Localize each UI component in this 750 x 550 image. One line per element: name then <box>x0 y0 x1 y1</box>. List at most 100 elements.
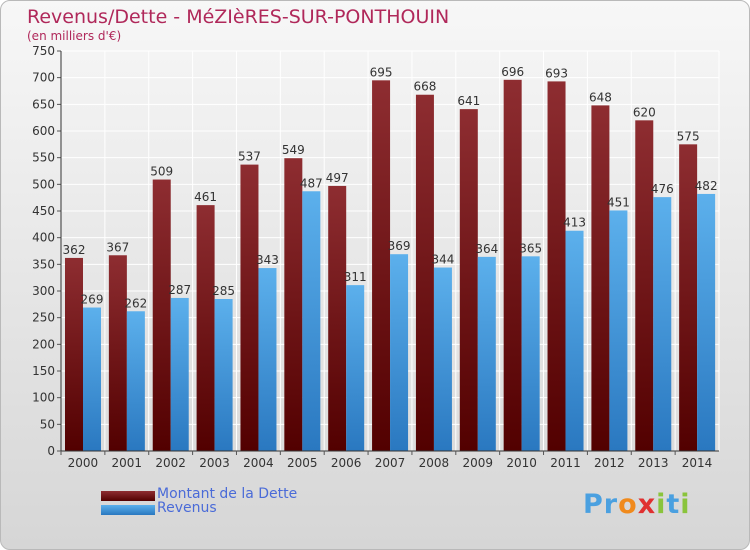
data-label-revenus: 343 <box>256 253 279 267</box>
bar-revenus <box>477 256 496 451</box>
x-tick-label: 2008 <box>419 456 450 470</box>
data-label-revenus: 344 <box>431 253 454 267</box>
y-tick-label: 200 <box>32 337 55 351</box>
data-label-dette: 367 <box>106 240 129 254</box>
y-tick-label: 350 <box>32 257 55 271</box>
bar-revenus <box>302 191 321 451</box>
x-tick-label: 2011 <box>550 456 581 470</box>
bar-dette <box>240 164 259 451</box>
bar-dette <box>459 109 478 451</box>
x-tick-label: 2007 <box>375 456 406 470</box>
data-label-dette: 497 <box>326 171 349 185</box>
y-tick-label: 150 <box>32 364 55 378</box>
x-tick-label: 2003 <box>199 456 230 470</box>
data-label-revenus: 369 <box>388 239 411 253</box>
data-label-dette: 620 <box>633 105 656 119</box>
data-label-dette: 362 <box>63 243 86 257</box>
bar-dette <box>328 185 347 451</box>
bar-dette <box>635 120 654 451</box>
bar-dette <box>503 79 522 452</box>
logo-letter: i <box>656 489 667 520</box>
bar-dette <box>547 81 566 452</box>
bar-revenus <box>214 299 233 451</box>
bar-revenus <box>258 268 277 451</box>
bars <box>65 79 716 452</box>
bar-revenus <box>653 197 672 451</box>
y-tick-label: 500 <box>32 177 55 191</box>
x-tick-label: 2004 <box>243 456 274 470</box>
data-label-dette: 509 <box>150 165 173 179</box>
logo-letter: t <box>666 489 681 520</box>
data-label-revenus: 365 <box>519 241 542 255</box>
x-tick-label: 2012 <box>594 456 625 470</box>
y-tick-label: 400 <box>32 231 55 245</box>
x-tick-label: 2010 <box>506 456 537 470</box>
data-label-revenus: 413 <box>563 216 586 230</box>
x-tick-label: 2013 <box>638 456 669 470</box>
data-label-revenus: 269 <box>81 293 104 307</box>
legend-label-revenus: Revenus <box>157 500 217 516</box>
bar-dette <box>415 94 434 451</box>
logo-letter: r <box>603 489 619 520</box>
logo-letter: x <box>637 489 657 520</box>
data-label-revenus: 311 <box>344 270 367 284</box>
data-label-dette: 693 <box>545 66 568 80</box>
data-label-dette: 696 <box>501 65 524 79</box>
data-label-dette: 695 <box>370 65 393 79</box>
y-tick-label: 750 <box>32 44 55 58</box>
bar-dette <box>679 144 698 452</box>
y-tick-label: 650 <box>32 97 55 111</box>
bar-revenus <box>609 210 628 451</box>
data-label-revenus: 285 <box>212 284 235 298</box>
y-tick-label: 100 <box>32 391 55 405</box>
bar-revenus <box>697 193 716 451</box>
x-tick-label: 2001 <box>112 456 143 470</box>
legend-swatch-dette <box>101 491 155 501</box>
data-label-revenus: 487 <box>300 176 323 190</box>
data-label-dette: 549 <box>282 143 305 157</box>
y-tick-label: 550 <box>32 151 55 165</box>
data-label-dette: 537 <box>238 150 261 164</box>
legend-label-dette: Montant de la Dette <box>157 486 298 502</box>
legend-swatch-revenus <box>101 505 155 515</box>
y-tick-label: 700 <box>32 71 55 85</box>
proxiti-logo: Proxiti <box>583 489 691 520</box>
bar-revenus <box>521 256 540 451</box>
logo-letter: i <box>680 489 691 520</box>
bar-dette <box>591 105 610 452</box>
axes: 0 50 100 150 200 250 300 350 400 450 500 550 600 650 7… <box>32 44 719 470</box>
bar-dette <box>196 205 215 451</box>
data-label-revenus: 287 <box>168 283 191 297</box>
y-tick-label: 0 <box>47 444 55 458</box>
bar-dette <box>372 80 391 451</box>
bar-revenus <box>390 254 409 451</box>
chart-subtitle: (en milliers d'€) <box>27 29 122 43</box>
data-label-dette: 668 <box>413 80 436 94</box>
data-label-dette: 648 <box>589 90 612 104</box>
data-label-revenus: 451 <box>607 195 630 209</box>
bar-revenus <box>346 285 365 451</box>
bar-dette <box>284 158 303 451</box>
x-tick-label: 2009 <box>462 456 493 470</box>
logo-letter: P <box>583 489 604 520</box>
bar-revenus <box>170 297 189 451</box>
data-labels: 362 367 509 461 537 549 497 695 668 641 696 693 648 6… <box>63 65 718 310</box>
data-label-revenus: 364 <box>475 242 498 256</box>
data-label-revenus: 482 <box>695 179 718 193</box>
data-label-revenus: 262 <box>124 296 147 310</box>
bar-dette <box>152 179 171 452</box>
bar-revenus <box>126 311 145 451</box>
y-tick-label: 250 <box>32 311 55 325</box>
bar-revenus <box>83 307 101 451</box>
x-tick-label: 2002 <box>155 456 186 470</box>
y-tick-label: 50 <box>40 417 55 431</box>
y-tick-label: 600 <box>32 124 55 138</box>
data-label-dette: 575 <box>677 129 700 143</box>
bar-revenus <box>565 230 584 451</box>
logo-letter: o <box>618 489 638 520</box>
x-tick-label: 2005 <box>287 456 318 470</box>
bar-revenus <box>433 267 452 451</box>
data-label-dette: 461 <box>194 190 217 204</box>
x-tick-label: 2000 <box>68 456 99 470</box>
